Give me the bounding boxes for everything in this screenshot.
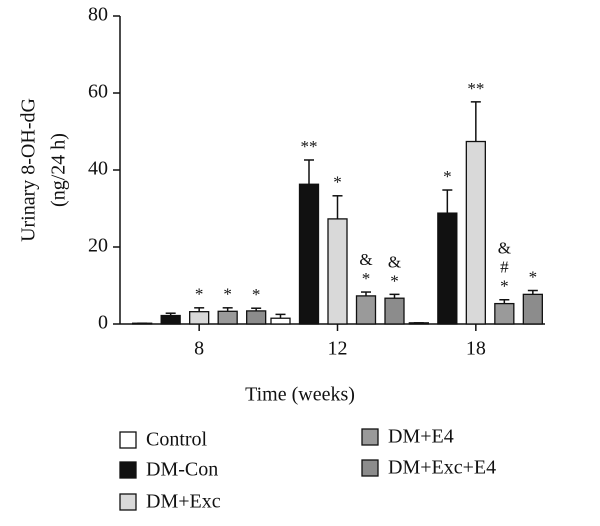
bar: [270, 317, 291, 325]
significance-label: *: [529, 267, 538, 286]
legend-label: Control: [146, 429, 208, 451]
y-axis-label-line: Urinary 8-OH-dG: [18, 98, 40, 242]
y-axis-label: Urinary 8-OH-dG (ng/24 h): [18, 98, 70, 242]
bar: [327, 218, 348, 325]
y-axis-label-line: (ng/24 h): [48, 133, 70, 207]
significance-label: *: [500, 277, 509, 296]
y-tick-label: 60: [88, 81, 108, 103]
legend-swatch: [119, 461, 137, 479]
significance-label: *: [252, 285, 261, 304]
bar: [132, 322, 153, 325]
bar: [246, 310, 267, 325]
bar: [189, 311, 210, 325]
legend-swatch: [119, 431, 137, 449]
significance-label: *: [390, 271, 399, 290]
y-tick-label: 20: [88, 235, 108, 257]
significance-label: &: [388, 252, 401, 271]
legend-label: DM+Exc: [146, 491, 221, 513]
significance-label: &: [498, 239, 511, 258]
bar: [298, 183, 320, 325]
bar: [408, 322, 429, 325]
x-tick-label: 18: [466, 338, 486, 360]
legend-swatch: [361, 459, 379, 477]
significance-label: *: [362, 269, 371, 288]
legend-swatch: [361, 428, 379, 446]
bar: [217, 310, 238, 325]
y-tick-label: 40: [88, 158, 108, 180]
legend-label: DM+E4: [388, 426, 454, 448]
legend-label: DM-Con: [146, 459, 218, 481]
significance-label: *: [223, 285, 232, 304]
significance-label: **: [301, 137, 318, 156]
bar: [160, 314, 181, 325]
significance-label: *: [443, 167, 452, 186]
y-tick-label: 80: [88, 4, 108, 26]
x-tick-label: 8: [194, 338, 204, 360]
bar: [465, 140, 486, 325]
significance-label: *: [333, 173, 342, 192]
x-tick-label: 12: [328, 338, 348, 360]
bar: [494, 302, 515, 325]
bar: [384, 297, 405, 325]
x-axis-label: Time (weeks): [245, 384, 355, 406]
bar: [355, 295, 377, 325]
bar: [437, 212, 458, 325]
significance-label: #: [500, 258, 509, 277]
legend-swatch: [119, 493, 137, 511]
legend-label: DM+Exc+E4: [388, 457, 496, 479]
y-tick-label: 0: [98, 312, 108, 334]
significance-label: **: [467, 79, 484, 98]
significance-label: *: [195, 285, 204, 304]
bar: [522, 293, 543, 325]
significance-label: &: [359, 250, 372, 269]
